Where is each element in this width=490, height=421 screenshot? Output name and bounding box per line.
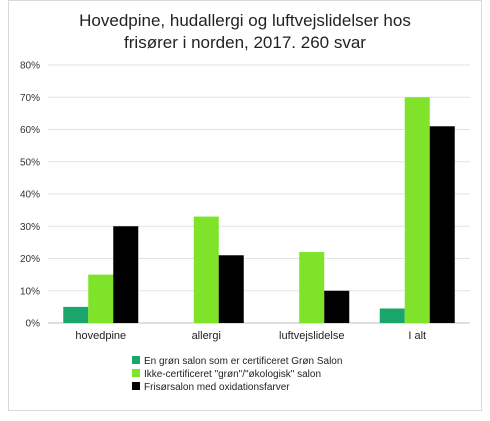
chart-frame bbox=[8, 0, 482, 411]
bar bbox=[404, 97, 430, 323]
legend-swatch bbox=[132, 382, 140, 390]
bar bbox=[429, 126, 455, 324]
bar bbox=[63, 306, 89, 323]
bar bbox=[113, 226, 139, 323]
y-tick-label: 20% bbox=[20, 254, 40, 265]
y-tick-label: 50% bbox=[20, 157, 40, 168]
y-tick-label: 60% bbox=[20, 125, 40, 136]
legend-label: Frisørsalon med oxidationsfarver bbox=[144, 382, 290, 393]
bar bbox=[379, 308, 405, 323]
y-tick-label: 30% bbox=[20, 222, 40, 233]
x-category-label: allergi bbox=[192, 330, 221, 342]
y-tick-label: 10% bbox=[20, 286, 40, 297]
x-axis-categories: hovedpine allergi luftvejslidelse I alt bbox=[75, 330, 426, 342]
legend-swatch bbox=[132, 356, 140, 364]
bar bbox=[324, 290, 350, 323]
chart-title-line-1: Hovedpine, hudallergi og luftvejslidelse… bbox=[79, 11, 411, 30]
y-tick-label: 40% bbox=[20, 190, 40, 201]
y-axis-ticks: 0% 10% 20% 30% 40% 50% 60% 70% 80% bbox=[20, 61, 40, 330]
legend-swatch bbox=[132, 369, 140, 377]
bar bbox=[299, 252, 325, 323]
y-tick-label: 80% bbox=[20, 61, 40, 72]
bar bbox=[218, 255, 244, 323]
bar bbox=[193, 216, 219, 323]
bar bbox=[88, 274, 114, 323]
x-category-label: hovedpine bbox=[75, 330, 126, 342]
y-tick-label: 70% bbox=[20, 93, 40, 104]
chart-title-line-2: frisører i norden, 2017. 260 svar bbox=[124, 33, 366, 52]
legend: En grøn salon som er certificeret Grøn S… bbox=[132, 356, 342, 393]
x-category-label: I alt bbox=[408, 330, 426, 342]
legend-label: Ikke-certificeret "grøn"/"økologisk" sal… bbox=[144, 369, 321, 380]
x-category-label: luftvejslidelse bbox=[279, 330, 344, 342]
y-tick-label: 0% bbox=[26, 319, 41, 330]
legend-label: En grøn salon som er certificeret Grøn S… bbox=[144, 356, 342, 367]
bars bbox=[63, 97, 455, 324]
